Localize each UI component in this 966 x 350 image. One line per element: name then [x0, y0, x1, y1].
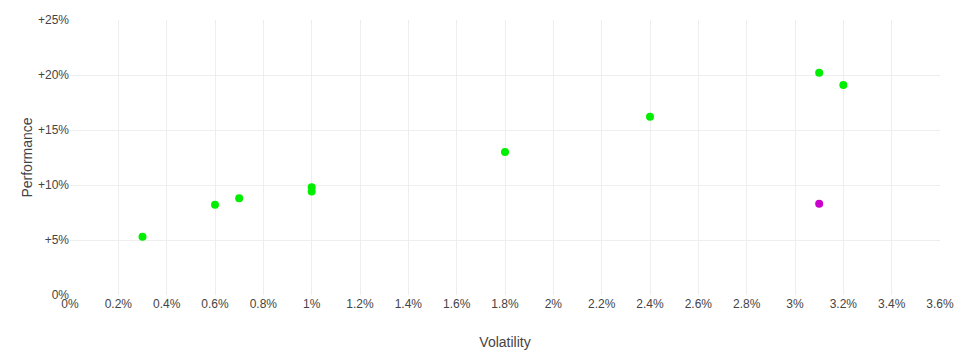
svg-text:0.6%: 0.6% — [201, 297, 229, 311]
svg-text:Performance: Performance — [19, 117, 35, 197]
svg-text:1.6%: 1.6% — [443, 297, 471, 311]
svg-text:+15%: +15% — [38, 123, 69, 137]
svg-text:+25%: +25% — [38, 13, 69, 27]
svg-text:0%: 0% — [61, 297, 79, 311]
svg-text:2.4%: 2.4% — [636, 297, 664, 311]
svg-text:+10%: +10% — [38, 178, 69, 192]
svg-text:0%: 0% — [52, 288, 70, 302]
svg-text:3%: 3% — [786, 297, 804, 311]
svg-text:+20%: +20% — [38, 68, 69, 82]
svg-text:2.8%: 2.8% — [733, 297, 761, 311]
svg-text:0.4%: 0.4% — [153, 297, 181, 311]
svg-text:1.4%: 1.4% — [395, 297, 423, 311]
svg-text:1.2%: 1.2% — [346, 297, 374, 311]
svg-text:1%: 1% — [303, 297, 321, 311]
svg-text:3.6%: 3.6% — [926, 297, 954, 311]
svg-text:2.6%: 2.6% — [685, 297, 713, 311]
svg-text:Volatility: Volatility — [479, 334, 530, 350]
svg-text:0.8%: 0.8% — [250, 297, 278, 311]
svg-text:0.2%: 0.2% — [105, 297, 133, 311]
svg-text:1.8%: 1.8% — [491, 297, 519, 311]
svg-text:2%: 2% — [545, 297, 563, 311]
svg-text:3.2%: 3.2% — [830, 297, 858, 311]
svg-text:3.4%: 3.4% — [878, 297, 906, 311]
svg-text:+5%: +5% — [45, 233, 70, 247]
svg-text:2.2%: 2.2% — [588, 297, 616, 311]
